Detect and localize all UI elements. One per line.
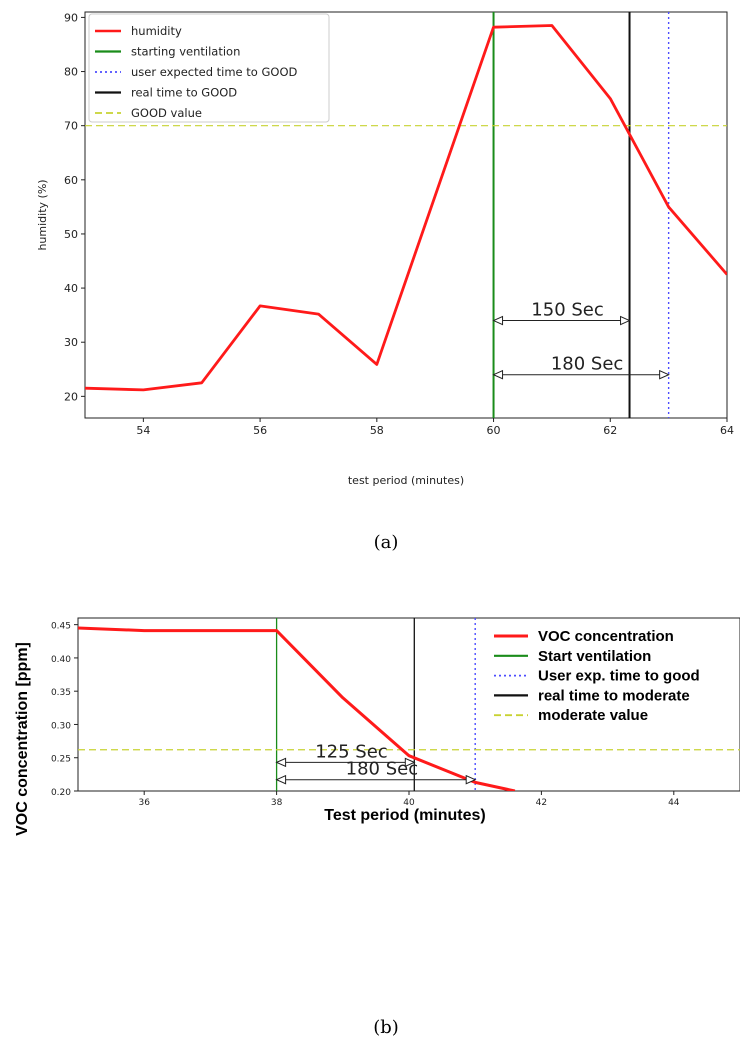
x-tick-label: 44 — [668, 798, 680, 808]
y-tick-label: 60 — [64, 174, 78, 187]
x-tick-label: 54 — [136, 424, 150, 437]
annotation-arrowhead-right — [404, 757, 416, 768]
y-tick-label: 0.20 — [51, 788, 71, 798]
y-tick-label: 0.25 — [51, 755, 71, 765]
legend-label-user-exp-time-to-good: User exp. time to good — [538, 668, 700, 685]
y-tick-label: 40 — [64, 282, 78, 295]
y-tick-label: 80 — [64, 66, 78, 79]
annotation-label: 125 Sec — [315, 741, 387, 762]
y-tick-label: 0.30 — [51, 721, 71, 731]
y-axis-b: 0.20 0.25 0.30 0.35 0.40 0.45 — [51, 622, 78, 798]
annotation-label: 180 Sec — [551, 354, 623, 375]
annotation-arrowhead-left — [275, 774, 287, 785]
x-tick-label: 36 — [138, 798, 150, 808]
chart-b: 36 38 40 42 44 0.20 0.25 0.30 0.35 0.40 0.45 125 … — [14, 617, 740, 1038]
y-axis-label-b: VOC concentration [ppm] — [14, 642, 31, 836]
legend-label-start-ventilation: Start ventilation — [538, 648, 651, 665]
legend-b: VOC concentration Start ventilation User e… — [494, 628, 700, 724]
legend-a: humidity starting ventilation user expecte… — [88, 13, 330, 123]
y-tick-label: 0.35 — [51, 688, 71, 698]
y-tick-label: 0.40 — [51, 655, 71, 665]
x-axis-a: 54 56 58 60 62 64 — [136, 418, 734, 437]
legend-label-good-value: GOOD value — [131, 106, 202, 120]
annotation-arrowhead-left — [492, 315, 504, 326]
x-tick-label: 56 — [253, 424, 267, 437]
series-lines-a — [85, 12, 727, 418]
annotation-arrowhead-right — [659, 369, 670, 380]
y-tick-label: 30 — [64, 336, 78, 349]
legend-label-humidity: humidity — [131, 24, 182, 38]
legend-label-real-time-to-good: real time to GOOD — [131, 86, 237, 100]
legend-label-user-expected-time-to-good: user expected time to GOOD — [131, 65, 298, 79]
x-axis-b: 36 38 40 42 44 — [138, 791, 680, 808]
annotation-arrowhead-right — [465, 774, 477, 785]
legend-box-a — [88, 13, 330, 123]
x-tick-label: 64 — [720, 424, 734, 437]
x-tick-label: 58 — [370, 424, 384, 437]
y-tick-label: 70 — [64, 120, 78, 133]
panel-label-a: (a) — [374, 532, 399, 553]
annotation-arrowhead-left — [492, 369, 504, 380]
x-tick-label: 42 — [536, 798, 547, 808]
x-axis-label-a: test period (minutes) — [348, 474, 464, 487]
y-tick-label: 90 — [64, 11, 78, 24]
legend-label-starting-ventilation: starting ventilation — [131, 45, 240, 59]
x-tick-label: 40 — [403, 798, 415, 808]
x-tick-label: 38 — [271, 798, 283, 808]
y-tick-label: 0.45 — [51, 622, 71, 632]
x-axis-label-b: Test period (minutes) — [324, 807, 486, 824]
y-tick-label: 20 — [64, 390, 78, 403]
y-axis-a: 20 30 40 50 60 70 80 90 — [64, 11, 85, 403]
annotation-label: 150 Sec — [531, 300, 603, 321]
legend-label-voc-concentration: VOC concentration — [538, 628, 674, 645]
annotations-a: 150 Sec 180 Sec — [492, 300, 670, 380]
annotation-arrowhead-right — [620, 315, 631, 326]
series-line-voc-concentration — [78, 626, 516, 791]
legend-label-moderate-value: moderate value — [538, 707, 648, 724]
annotation-arrowhead-left — [275, 757, 287, 768]
annotation-label: 180 Sec — [346, 759, 418, 780]
legend-label-real-time-to-moderate: real time to moderate — [538, 687, 690, 704]
panel-label-b: (b) — [373, 1017, 399, 1038]
series-line-humidity — [85, 24, 727, 392]
chart-a: 54 56 58 60 62 64 20 30 40 50 60 70 80 90 150 Sec 180… — [36, 11, 734, 553]
x-tick-label: 60 — [487, 424, 501, 437]
y-axis-label-a: humidity (%) — [36, 179, 49, 250]
x-tick-label: 62 — [603, 424, 617, 437]
y-tick-label: 50 — [64, 228, 78, 241]
